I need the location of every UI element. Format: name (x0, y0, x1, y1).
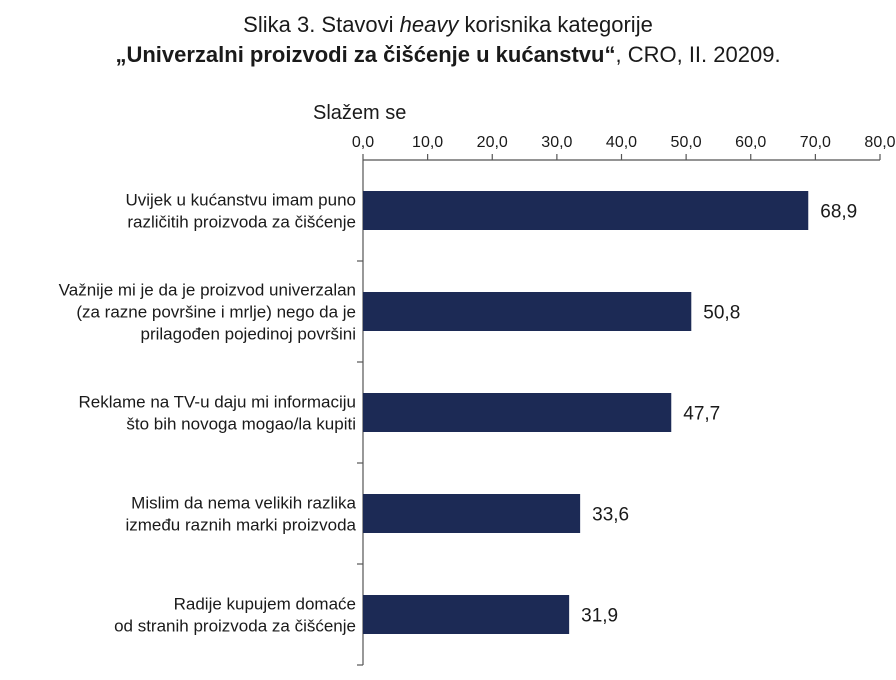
x-tick-label: 70,0 (800, 134, 831, 151)
x-tick-label: 40,0 (606, 134, 637, 151)
x-tick-label: 0,0 (352, 134, 374, 151)
category-label-line: prilagođen pojedinoj površini (141, 325, 356, 344)
title-line-1-part-2: korisnika kategorije (458, 12, 653, 37)
category-label-line: Uvijek u kućanstvu imam puno (125, 191, 356, 210)
title-line-2-part-0: „Univerzalni proizvodi za čišćenje u kuć… (115, 42, 616, 67)
chart-title-line-1: Slika 3. Stavovi heavy korisnika kategor… (0, 10, 896, 40)
chart-title-line-2: „Univerzalni proizvodi za čišćenje u kuć… (0, 40, 896, 70)
category-label-line: različitih proizvoda za čišćenje (127, 213, 356, 232)
category-label-line: Mislim da nema velikih razlika (131, 494, 356, 513)
category-label-line: što bih novoga mogao/la kupiti (126, 415, 356, 434)
bar (363, 393, 672, 432)
category-label: Važnije mi je da je proizvod univerzalan… (59, 281, 356, 344)
category-label-line: od stranih proizvoda za čišćenje (114, 617, 356, 636)
bar (363, 292, 692, 331)
category-label-line: (za razne površine i mrlje) nego da je (76, 303, 356, 322)
x-tick-label: 30,0 (541, 134, 572, 151)
category-label-line: Važnije mi je da je proizvod univerzalan (59, 281, 356, 300)
x-tick-label: 80,0 (864, 134, 895, 151)
x-tick-label: 60,0 (735, 134, 766, 151)
category-label: Uvijek u kućanstvu imam puno različitih p… (125, 191, 356, 232)
category-label: Radije kupujem domaće od stranih proizvod… (114, 595, 356, 636)
x-tick-label: 50,0 (671, 134, 702, 151)
x-tick-label: 10,0 (412, 134, 443, 151)
category-label-line: između raznih marki proizvoda (125, 516, 356, 535)
category-label: Mislim da nema velikih razlika između raz… (125, 494, 356, 535)
bars: 68,9 Uvijek u kućanstvu imam puno različit… (59, 191, 858, 636)
x-tick-label: 20,0 (477, 134, 508, 151)
bar-value-label: 31,9 (581, 606, 618, 627)
bar-value-label: 33,6 (592, 505, 629, 526)
chart-title: Slika 3. Stavovi heavy korisnika kategor… (0, 10, 896, 70)
bar (363, 595, 570, 634)
title-line-1-part-0: Slika 3. Stavovi (243, 12, 400, 37)
title-line-1-part-1: heavy (399, 12, 459, 37)
bar-value-label: 50,8 (703, 303, 740, 324)
axis-title: Slažem se (313, 102, 406, 124)
category-label: Reklame na TV-u daju mi informaciju što b… (79, 393, 356, 434)
title-line-2-part-1: , CRO, II. 20209. (615, 42, 781, 67)
bar (363, 191, 809, 230)
bar (363, 494, 581, 533)
category-label-line: Reklame na TV-u daju mi informaciju (79, 393, 356, 412)
category-label-line: Radije kupujem domaće (174, 595, 356, 614)
bar-value-label: 68,9 (820, 202, 857, 223)
bar-value-label: 47,7 (683, 404, 720, 425)
